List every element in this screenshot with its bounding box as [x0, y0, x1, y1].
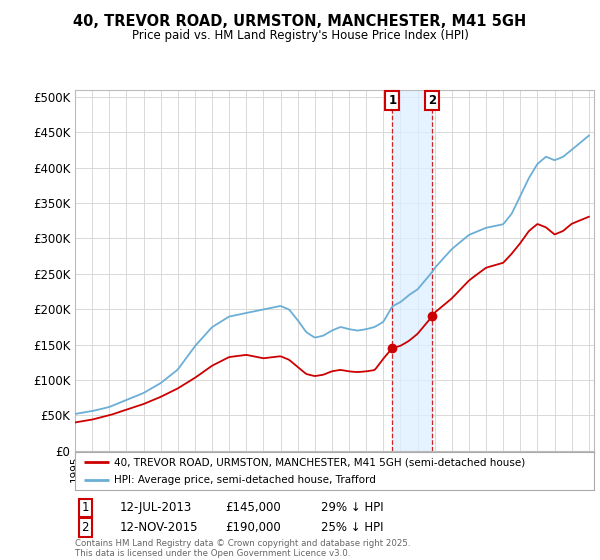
Text: 1: 1	[82, 501, 89, 515]
Text: Price paid vs. HM Land Registry's House Price Index (HPI): Price paid vs. HM Land Registry's House …	[131, 29, 469, 42]
Text: 40, TREVOR ROAD, URMSTON, MANCHESTER, M41 5GH (semi-detached house): 40, TREVOR ROAD, URMSTON, MANCHESTER, M4…	[114, 457, 525, 467]
Text: 12-NOV-2015: 12-NOV-2015	[120, 521, 199, 534]
Text: £190,000: £190,000	[225, 521, 281, 534]
Bar	[392, 90, 433, 451]
Text: £145,000: £145,000	[225, 501, 281, 515]
Text: 12-JUL-2013: 12-JUL-2013	[120, 501, 192, 515]
Text: 2: 2	[82, 521, 89, 534]
Text: 40, TREVOR ROAD, URMSTON, MANCHESTER, M41 5GH: 40, TREVOR ROAD, URMSTON, MANCHESTER, M4…	[73, 14, 527, 29]
Text: 1: 1	[388, 94, 397, 107]
Text: 29% ↓ HPI: 29% ↓ HPI	[321, 501, 383, 515]
Text: 2: 2	[428, 94, 437, 107]
Text: Contains HM Land Registry data © Crown copyright and database right 2025.
This d: Contains HM Land Registry data © Crown c…	[75, 539, 410, 558]
Text: HPI: Average price, semi-detached house, Trafford: HPI: Average price, semi-detached house,…	[114, 475, 376, 485]
Text: 25% ↓ HPI: 25% ↓ HPI	[321, 521, 383, 534]
